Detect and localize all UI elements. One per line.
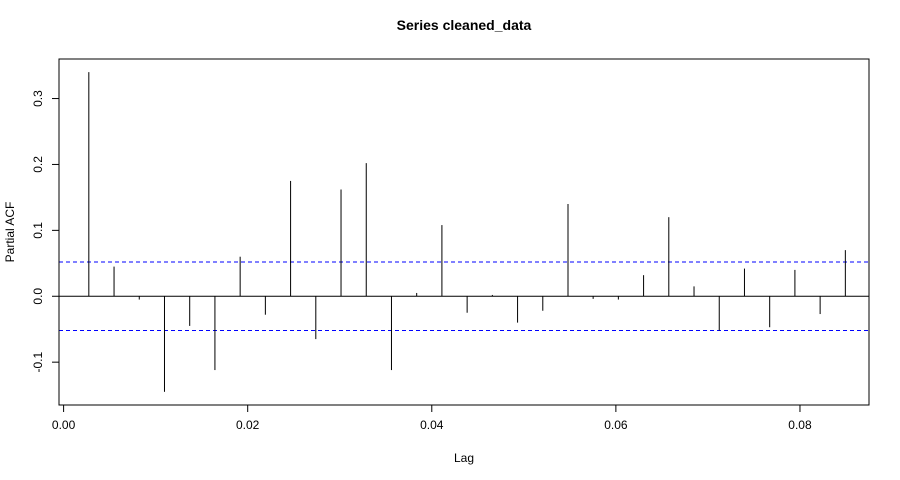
y-tick-label: -0.1 [31,352,45,373]
plot-frame [58,58,870,406]
x-axis-label: Lag [454,451,474,465]
chart-title: Series cleaned_data [397,17,532,33]
y-tick-label: 0.3 [31,90,45,107]
x-tick-label: 0.00 [52,418,76,432]
x-tick-label: 0.08 [788,418,812,432]
x-tick-label: 0.02 [236,418,260,432]
y-axis-label: Partial ACF [3,202,17,263]
y-tick-label: 0.0 [31,288,45,305]
pacf-bars [88,72,846,392]
y-axis: -0.1 0.0 0.1 0.2 0.3 [31,90,60,373]
y-tick-label: 0.2 [31,156,45,173]
x-tick-label: 0.04 [420,418,444,432]
x-tick-label: 0.06 [604,418,628,432]
confidence-bounds [59,261,869,332]
y-tick-label: 0.1 [31,222,45,239]
x-axis: 0.00 0.02 0.04 0.06 0.08 [52,404,812,432]
